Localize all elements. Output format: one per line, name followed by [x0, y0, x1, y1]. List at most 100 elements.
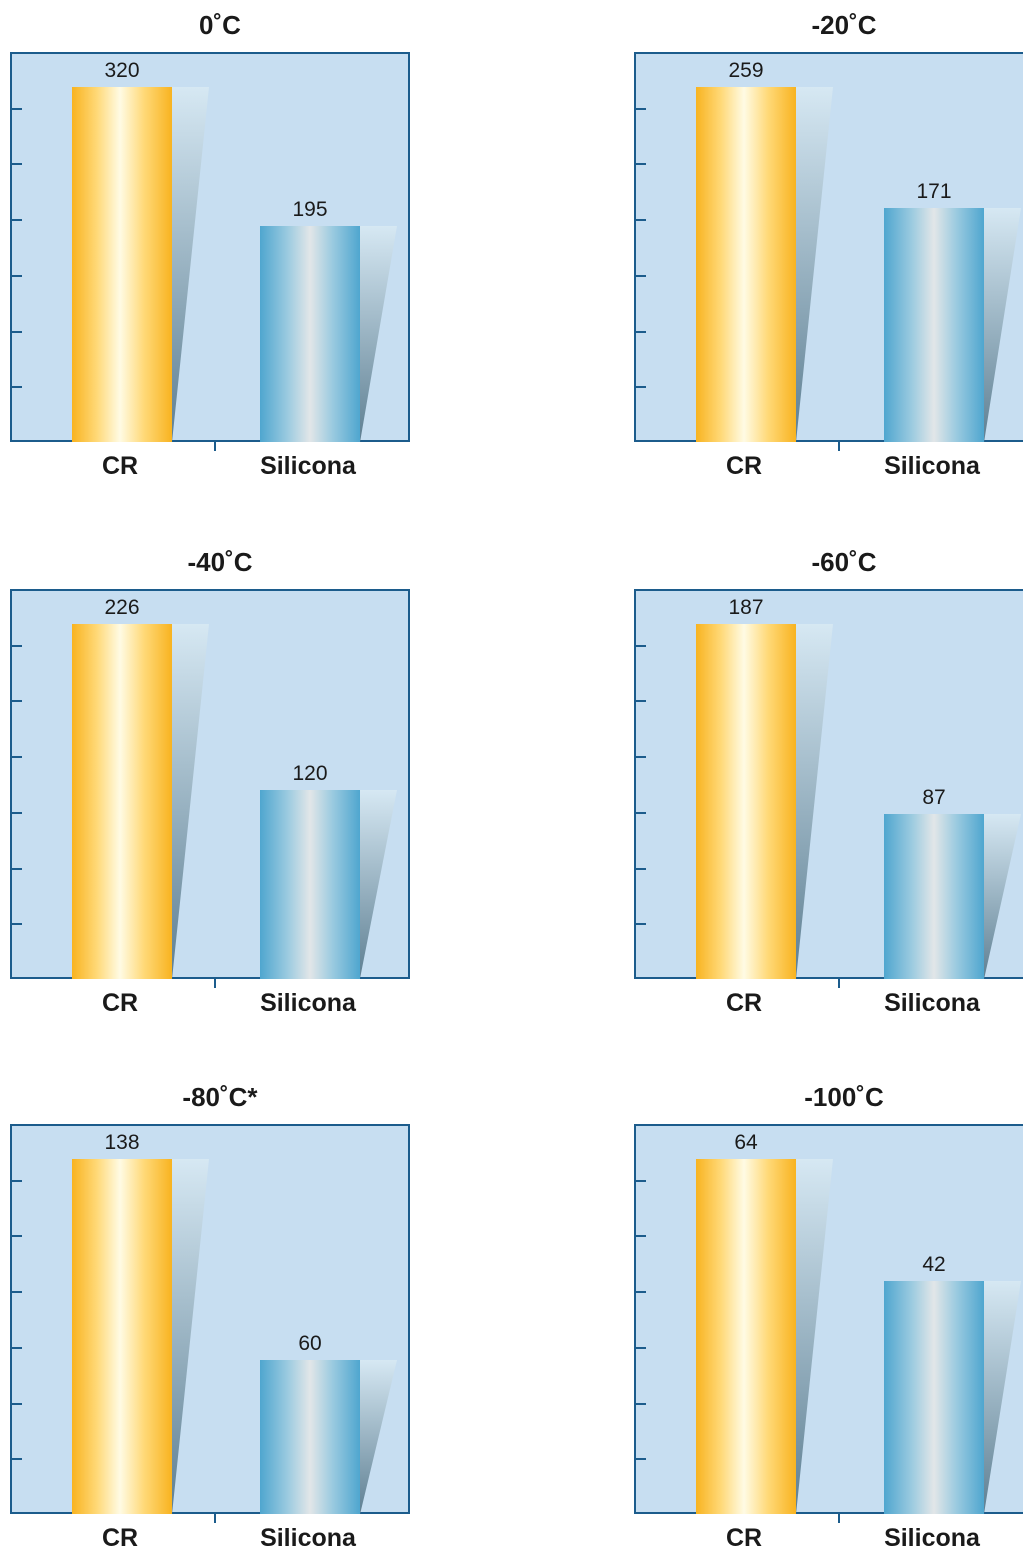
plot-area: 226 120 — [10, 589, 410, 979]
x-tick-label: CR — [101, 452, 139, 480]
y-axis-tick — [636, 756, 646, 759]
bar-shadow — [360, 225, 397, 442]
data-label: 259 — [728, 58, 764, 82]
y-axis-tick — [636, 330, 646, 333]
chart-title: -40˚C — [187, 547, 253, 577]
bar-silicona — [260, 225, 360, 442]
chart-panel: -60˚C 187 87 CR Silicona — [634, 547, 1023, 1027]
y-axis-tick — [636, 867, 646, 870]
y-axis-tick — [12, 700, 22, 703]
data-label: 320 — [104, 58, 140, 82]
chart-panel: -40˚C 226 120 CR Silicona — [10, 547, 410, 1027]
bar-cr — [696, 623, 796, 979]
y-axis-tick — [12, 1291, 22, 1294]
x-tick-label: Silicona — [260, 452, 356, 480]
data-label: 195 — [292, 197, 328, 221]
bar-cr — [696, 86, 796, 442]
chart-title: 0˚C — [199, 10, 241, 40]
y-axis-tick — [12, 386, 22, 389]
y-axis-tick — [12, 811, 22, 814]
bar-shadow — [172, 623, 209, 979]
x-tick-label: Silicona — [884, 989, 980, 1017]
data-label: 87 — [922, 785, 946, 809]
y-axis-tick — [636, 644, 646, 647]
y-axis-tick — [636, 1179, 646, 1182]
x-axis-tick — [838, 979, 840, 988]
y-axis-tick — [12, 923, 22, 926]
y-axis-tick — [636, 386, 646, 389]
x-tick-label: Silicona — [884, 1524, 980, 1552]
y-axis-tick — [636, 1402, 646, 1405]
bar-shadow — [796, 623, 833, 979]
y-axis-tick — [12, 1346, 22, 1349]
plot-area: 138 60 — [10, 1124, 410, 1514]
bar-shadow — [172, 1158, 209, 1514]
y-axis-tick — [12, 1458, 22, 1461]
bar-silicona — [260, 1359, 360, 1514]
y-axis-tick — [636, 163, 646, 166]
bar-shadow — [984, 207, 1021, 442]
bar-shadow — [984, 1280, 1021, 1514]
data-label: 187 — [728, 595, 764, 619]
y-axis-tick — [12, 1179, 22, 1182]
y-axis-tick — [12, 219, 22, 222]
bar-shadow — [796, 1158, 833, 1514]
y-axis-tick — [12, 274, 22, 277]
x-axis-tick — [214, 1514, 216, 1523]
bar-shadow — [172, 86, 209, 442]
x-tick-label: Silicona — [260, 1524, 356, 1552]
x-tick-label: Silicona — [260, 989, 356, 1017]
chart-panel: -20˚C 259 171 CR Silicona — [634, 10, 1023, 490]
bar-silicona — [884, 1280, 984, 1514]
chart-panel: -100˚C 64 42 CR Silicona — [634, 1082, 1023, 1562]
chart-title: -20˚C — [811, 10, 877, 40]
plot-area: 64 42 — [634, 1124, 1023, 1514]
y-axis-tick — [12, 163, 22, 166]
y-axis-tick — [636, 811, 646, 814]
chart-title: -80˚C* — [182, 1082, 258, 1112]
y-axis-tick — [12, 330, 22, 333]
chart-panel: -80˚C* 138 60 CR Silicona — [10, 1082, 410, 1562]
bar-shadow — [796, 86, 833, 442]
bar-cr — [696, 1158, 796, 1514]
plot-area: 259 171 — [634, 52, 1023, 442]
x-tick-label: CR — [101, 1524, 139, 1552]
bar-shadow — [360, 790, 397, 979]
data-label: 138 — [104, 1130, 140, 1154]
y-axis-tick — [636, 219, 646, 222]
data-label: 171 — [916, 179, 952, 203]
bar-silicona — [884, 207, 984, 442]
data-label: 60 — [298, 1331, 322, 1355]
x-axis-tick — [214, 979, 216, 988]
x-tick-label: Silicona — [884, 452, 980, 480]
data-label: 226 — [104, 595, 140, 619]
plot-area: 187 87 — [634, 589, 1023, 979]
bar-cr — [72, 623, 172, 979]
y-axis-tick — [12, 756, 22, 759]
y-axis-tick — [12, 644, 22, 647]
y-axis-tick — [12, 1402, 22, 1405]
y-axis-tick — [636, 923, 646, 926]
data-label: 42 — [922, 1252, 946, 1276]
y-axis-tick — [636, 1235, 646, 1238]
bar-cr — [72, 86, 172, 442]
y-axis-tick — [636, 1291, 646, 1294]
bar-silicona — [260, 790, 360, 979]
x-axis-tick — [214, 442, 216, 451]
x-tick-label: CR — [725, 989, 763, 1017]
y-axis-tick — [12, 867, 22, 870]
x-axis-tick — [838, 1514, 840, 1523]
bar-shadow — [360, 1359, 397, 1514]
y-axis-tick — [636, 1346, 646, 1349]
x-tick-label: CR — [101, 989, 139, 1017]
y-axis-tick — [636, 274, 646, 277]
bar-shadow — [984, 813, 1021, 979]
y-axis-tick — [12, 1235, 22, 1238]
data-label: 120 — [292, 762, 328, 786]
bar-cr — [72, 1158, 172, 1514]
y-axis-tick — [636, 107, 646, 110]
bar-silicona — [884, 813, 984, 979]
y-axis-tick — [636, 700, 646, 703]
x-tick-label: CR — [725, 452, 763, 480]
x-tick-label: CR — [725, 1524, 763, 1552]
